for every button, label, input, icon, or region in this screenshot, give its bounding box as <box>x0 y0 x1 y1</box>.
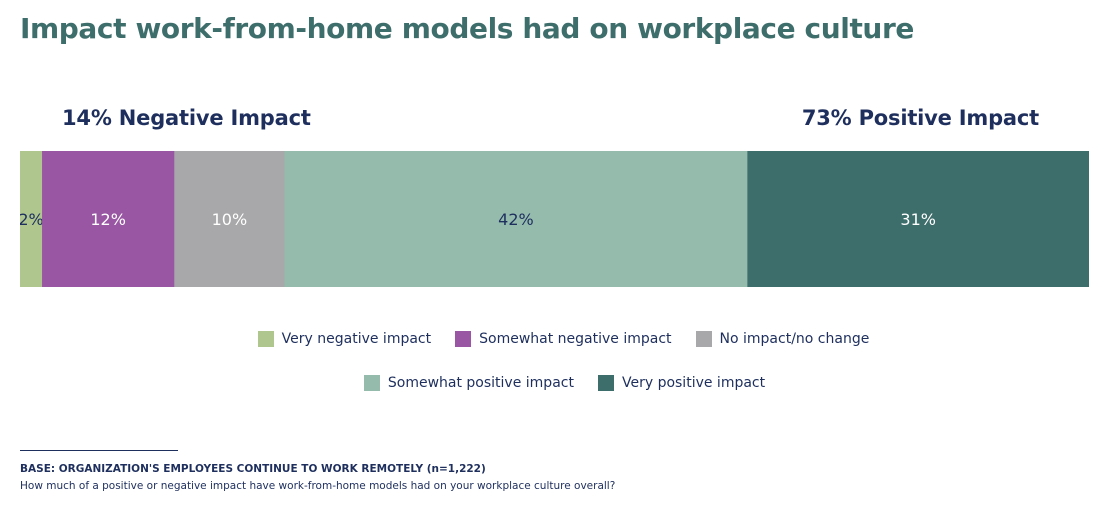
legend-label: Somewhat positive impact <box>387 375 574 391</box>
legend-swatch <box>597 375 614 391</box>
footnote-divider <box>20 450 178 451</box>
data-label-very-positive-impact: 31% <box>900 210 936 229</box>
bar-segment-somewhat-negative-impact <box>42 151 175 287</box>
bar-segment-somewhat-positive-impact <box>284 151 748 287</box>
legend-swatch <box>257 331 274 347</box>
footnote-question: How much of a positive or negative impac… <box>20 480 616 492</box>
legend-swatch <box>363 375 380 391</box>
data-label-somewhat-negative-impact: 12% <box>90 210 126 229</box>
bar-segment-very-positive-impact <box>747 151 1089 287</box>
legend-swatch <box>695 331 712 347</box>
legend-swatch <box>455 331 472 347</box>
chart-title: Impact work-from-home models had on work… <box>20 12 914 45</box>
bar-segment-no-impact-no-change <box>174 151 285 287</box>
legend-row-1: Very negative impact Somewhat negative im… <box>0 331 1109 347</box>
data-label-very-negative-impact: 2% <box>20 210 44 229</box>
legend-label: Very negative impact <box>281 331 432 347</box>
legend-item-very-positive-impact: Very positive impact <box>597 375 766 391</box>
stacked-bar-chart: 2% 12% 10% 42% 31% <box>20 151 1089 287</box>
legend-item-somewhat-positive-impact: Somewhat positive impact <box>363 375 574 391</box>
legend-label: Somewhat negative impact <box>479 331 672 347</box>
footnote-base: BASE: ORGANIZATION'S EMPLOYEES CONTINUE … <box>20 463 486 475</box>
data-label-somewhat-positive-impact: 42% <box>498 210 534 229</box>
legend-item-no-impact-no-change: No impact/no change <box>695 331 870 347</box>
negative-impact-label: 14% Negative Impact <box>62 106 311 130</box>
legend-item-very-negative-impact: Very negative impact <box>257 331 432 347</box>
bar-segment-very-negative-impact <box>20 151 43 287</box>
legend-item-somewhat-negative-impact: Somewhat negative impact <box>455 331 672 347</box>
positive-impact-label: 73% Positive Impact <box>801 106 1039 130</box>
legend-row-2: Somewhat positive impact Very positive im… <box>0 375 1109 391</box>
legend-label: Very positive impact <box>621 375 766 391</box>
data-label-no-impact-no-change: 10% <box>212 210 248 229</box>
legend-label: No impact/no change <box>719 331 870 347</box>
